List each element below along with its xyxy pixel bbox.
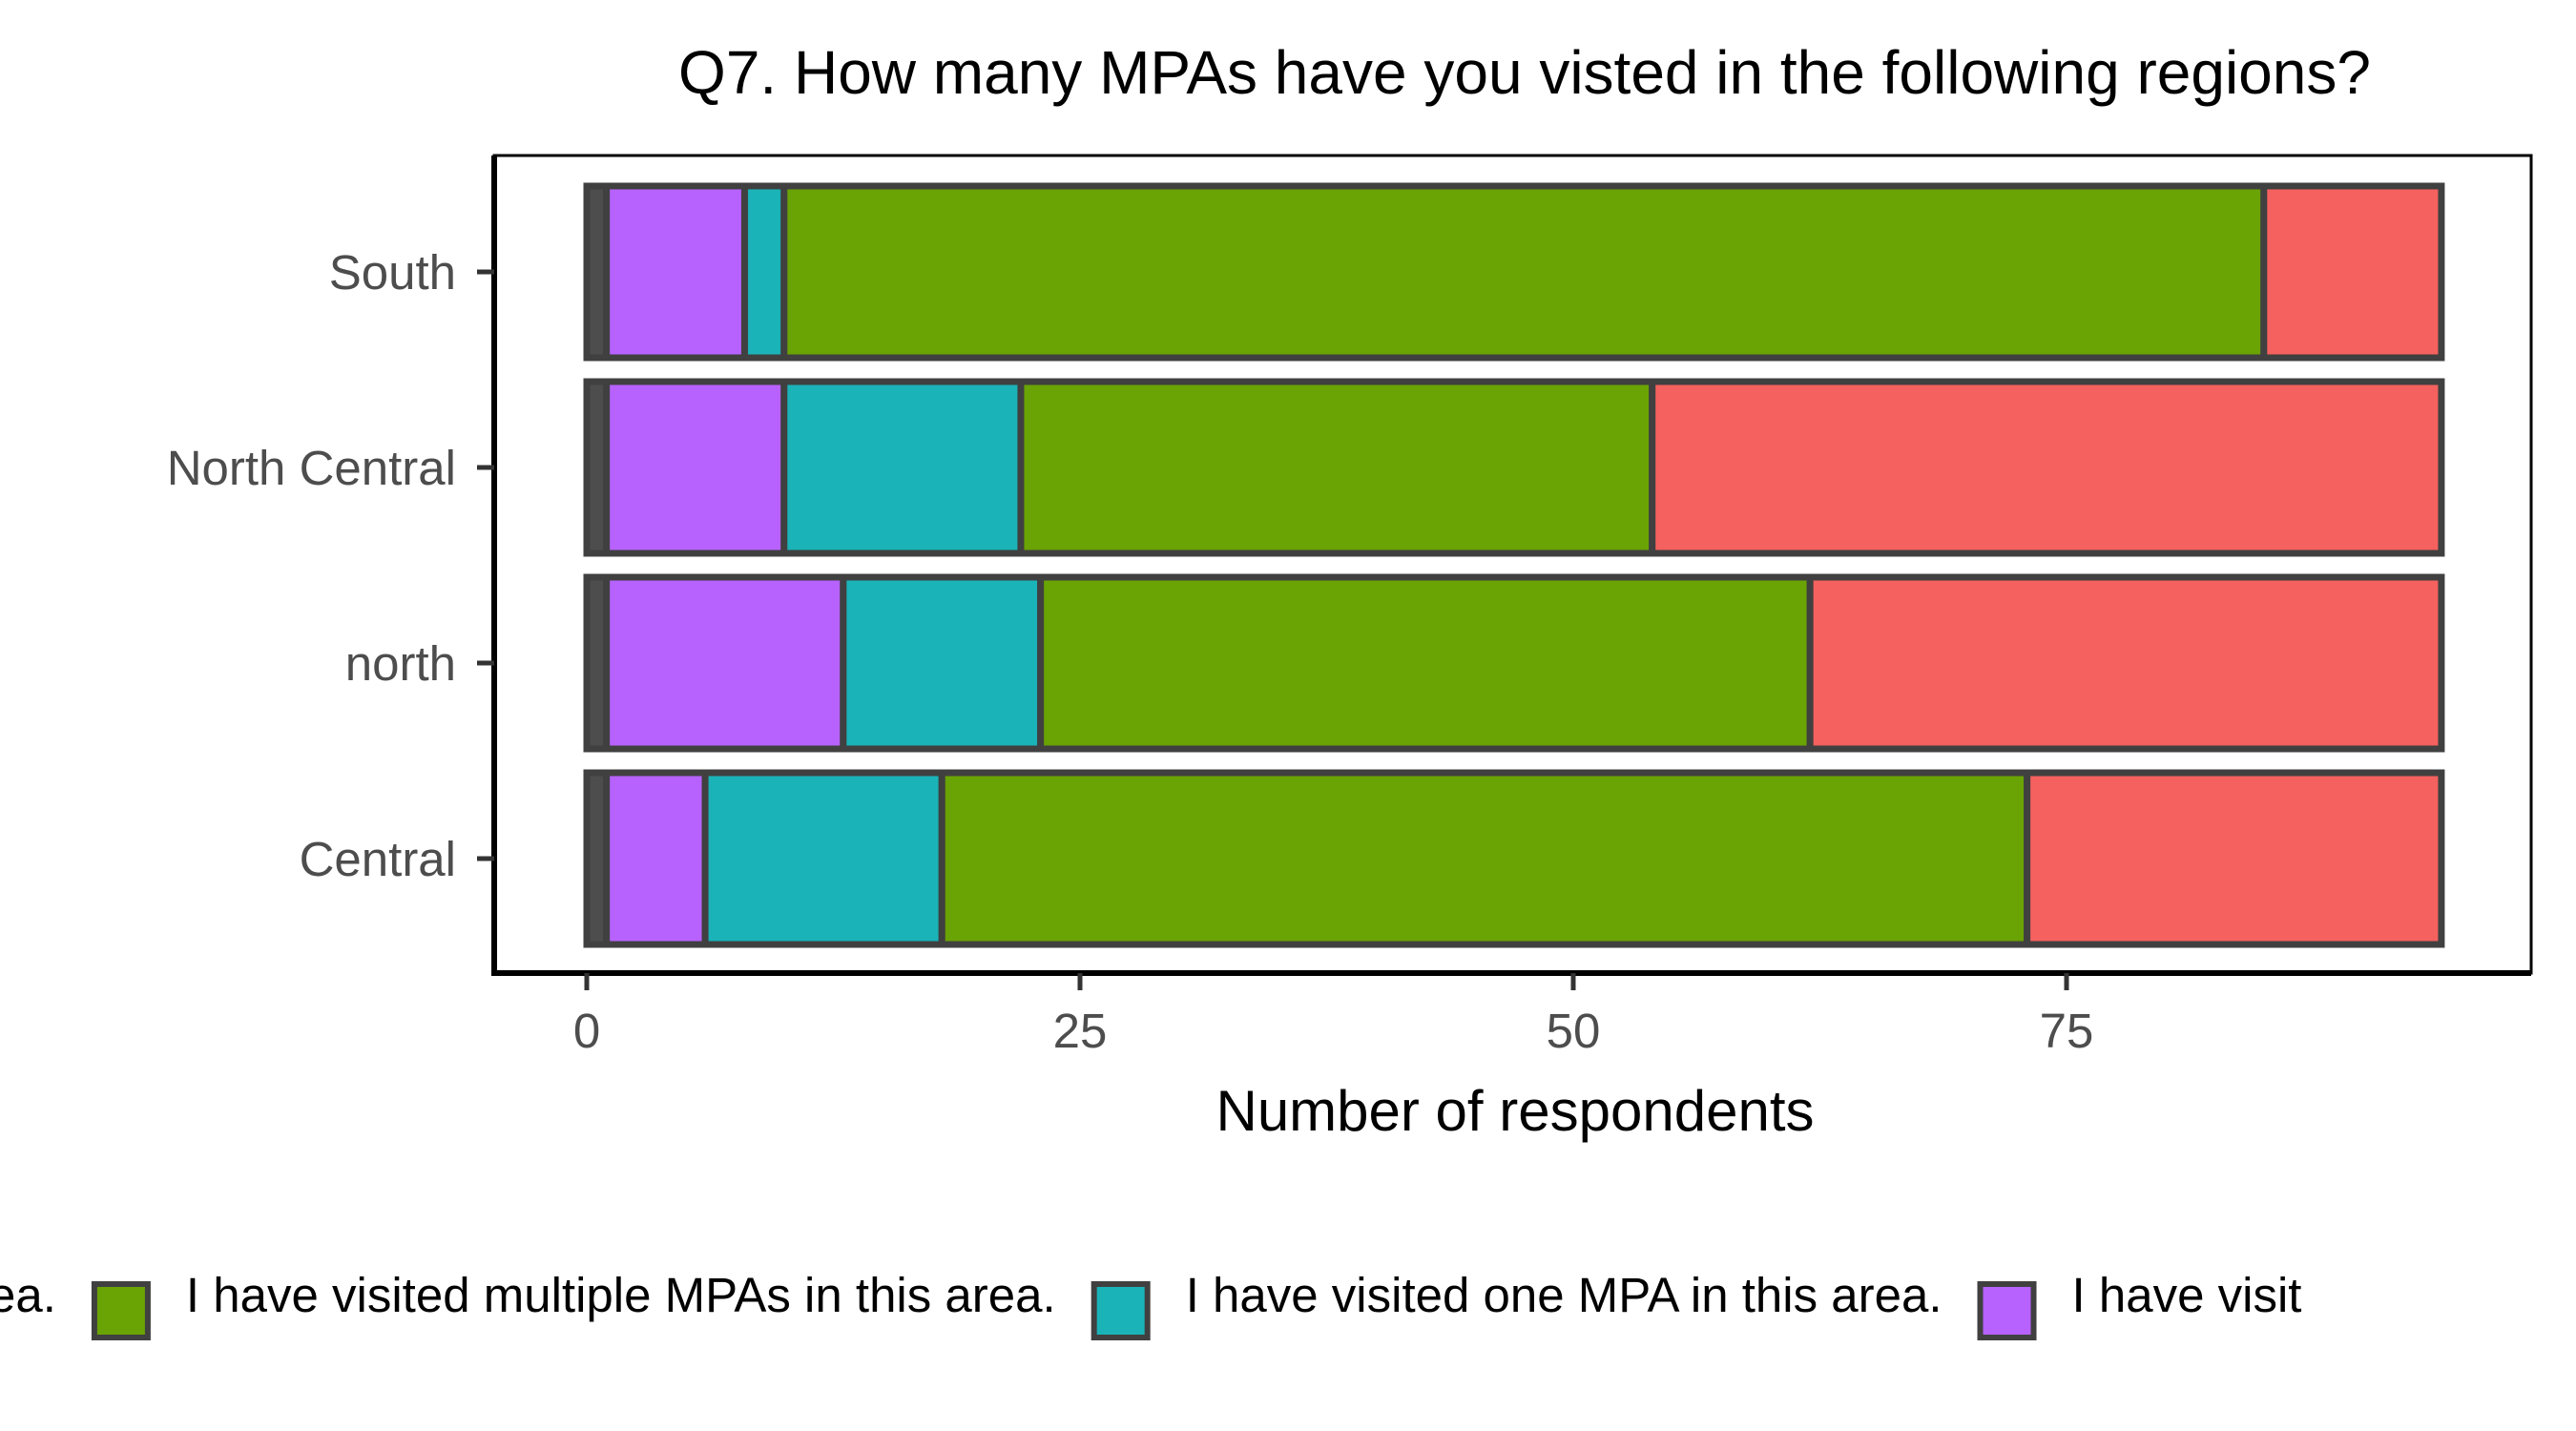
bar-segment <box>780 182 2268 362</box>
legend-swatch <box>91 1281 151 1340</box>
legend: ea. I have visited multiple MPAs in this … <box>0 1268 2302 1340</box>
bar-group-central <box>583 769 2445 948</box>
bar-segment <box>701 769 945 948</box>
legend-swatch <box>1977 1281 2037 1340</box>
x-axis-label: Number of respondents <box>1215 1079 1814 1143</box>
y-tick-label: North Central <box>167 441 456 495</box>
bar-segment <box>1649 378 2445 557</box>
bar-group-north <box>583 573 2445 753</box>
bar-group-south <box>583 182 2445 362</box>
y-tick-label: north <box>345 636 456 691</box>
legend-label: ea. <box>0 1268 56 1322</box>
legend-label: I have visited multiple MPAs in this are… <box>186 1268 1056 1322</box>
chart-title: Q7. How many MPAs have you visted in the… <box>678 38 2371 107</box>
bar-segment <box>938 769 2031 948</box>
legend-swatch <box>1091 1281 1151 1340</box>
bar-segment <box>603 769 709 948</box>
y-tick-label: Central <box>300 832 456 886</box>
bar-group-north-central <box>583 378 2445 557</box>
bar-segment <box>740 182 788 362</box>
bar-segment <box>840 573 1045 753</box>
bar-segment <box>2024 769 2445 948</box>
bar-segment <box>1037 573 1814 753</box>
bar-segment <box>603 182 748 362</box>
legend-label: I have visit <box>2072 1268 2302 1322</box>
bar-segment <box>603 378 788 557</box>
bar-segment <box>1806 573 2445 753</box>
x-tick-label: 50 <box>1547 1004 1601 1058</box>
plot-area: Central north North Central South 0 25 50 75 <box>167 154 2533 1058</box>
bar-segment <box>1017 378 1656 557</box>
bar-segment <box>603 573 847 753</box>
y-tick-label: South <box>329 245 456 300</box>
bar-segment <box>2260 182 2445 362</box>
x-tick-label: 25 <box>1053 1004 1108 1058</box>
bar-segment <box>780 378 1025 557</box>
legend-label: I have visited one MPA in this area. <box>1186 1268 1942 1322</box>
x-tick-label: 0 <box>573 1004 600 1058</box>
x-tick-label: 75 <box>2040 1004 2094 1058</box>
